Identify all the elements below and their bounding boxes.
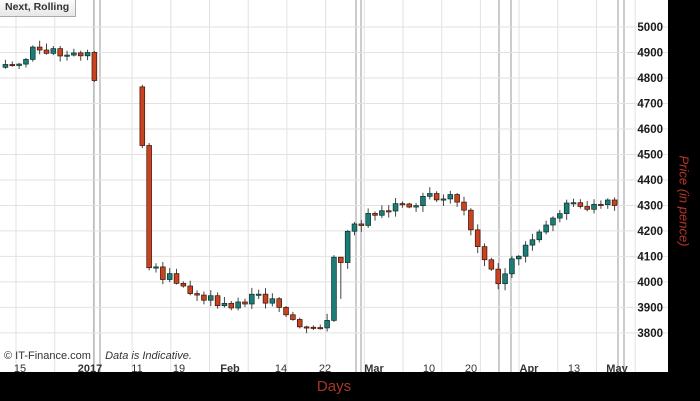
svg-text:4800: 4800 — [637, 73, 663, 85]
svg-text:3900: 3900 — [637, 302, 663, 314]
svg-text:4000: 4000 — [637, 277, 663, 289]
svg-text:4400: 4400 — [637, 175, 663, 187]
svg-text:4200: 4200 — [637, 226, 663, 238]
svg-text:4700: 4700 — [637, 98, 663, 110]
svg-text:3800: 3800 — [637, 328, 663, 340]
svg-text:4500: 4500 — [637, 149, 663, 161]
svg-text:5000: 5000 — [637, 22, 663, 34]
svg-text:4900: 4900 — [637, 47, 663, 59]
svg-text:4300: 4300 — [637, 200, 663, 212]
svg-text:4100: 4100 — [637, 251, 663, 263]
svg-text:4600: 4600 — [637, 124, 663, 136]
